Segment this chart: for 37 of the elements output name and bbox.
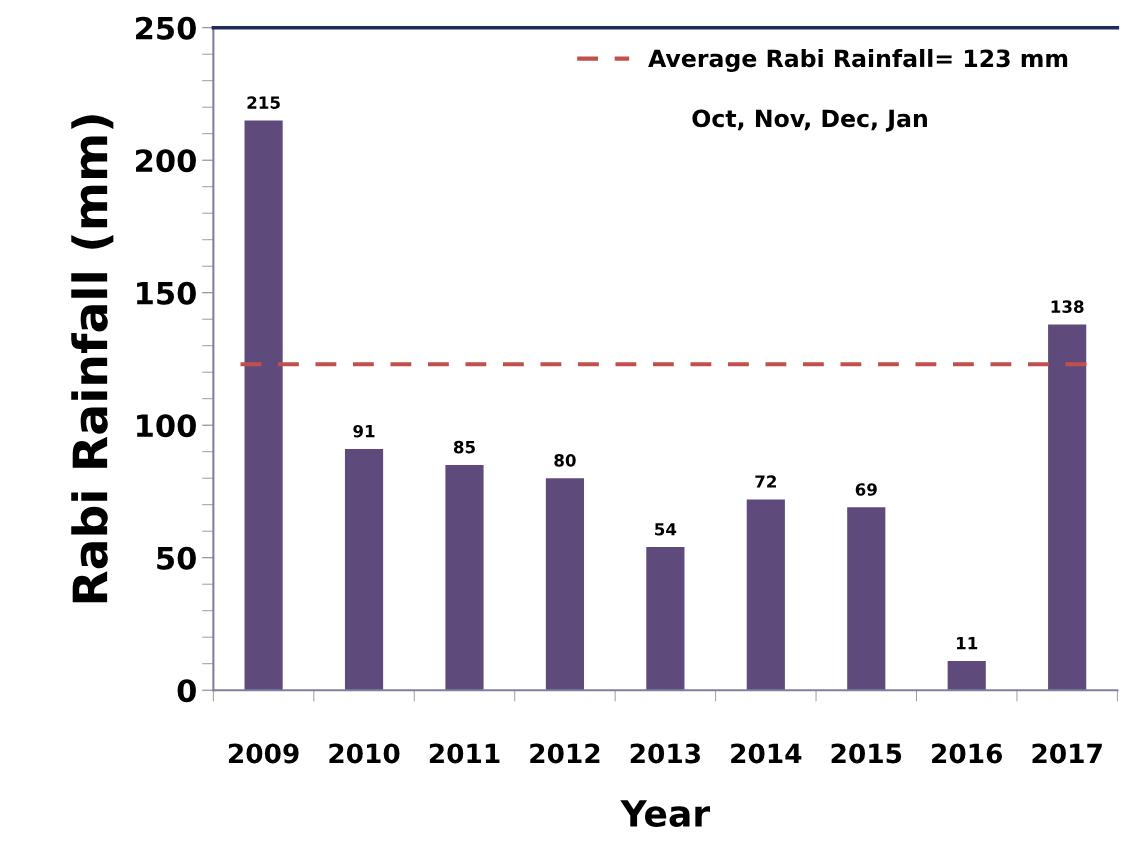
- data-label: 91: [353, 424, 375, 438]
- data-label: 54: [655, 523, 677, 536]
- bar: [646, 547, 685, 691]
- bar: [244, 120, 283, 691]
- bar: [1048, 324, 1087, 691]
- x-tick-label: 2011: [429, 743, 500, 764]
- bar: [545, 478, 585, 691]
- bar: [746, 499, 785, 691]
- y-tick-label: 250: [136, 16, 196, 40]
- annotation: Oct, Nov, Dec, Jan: [692, 109, 927, 132]
- data-label: 69: [855, 483, 877, 496]
- x-axis-title: Year: [620, 800, 711, 828]
- y-tick-label: 50: [157, 546, 196, 570]
- x-tick-label: 2010: [329, 743, 400, 764]
- data-label: 11: [957, 637, 978, 650]
- data-label: 138: [1051, 300, 1084, 313]
- x-tick-label: 2015: [831, 743, 902, 764]
- x-tick-label: 2012: [530, 743, 600, 764]
- y-tick-label: 100: [137, 414, 196, 438]
- legend-label: Average Rabi Rainfall= 123 mm: [648, 48, 1068, 72]
- y-tick-label: 150: [137, 281, 196, 305]
- x-tick-label: 2016: [932, 743, 1003, 764]
- y-tick-label: 0: [177, 679, 196, 703]
- bar: [847, 507, 886, 691]
- x-tick-label: 2017: [1032, 743, 1102, 764]
- bar: [445, 464, 484, 691]
- bar: [344, 449, 384, 691]
- x-tick-label: 2009: [228, 743, 299, 764]
- data-label: 85: [453, 440, 475, 454]
- y-tick-label: 200: [136, 149, 196, 173]
- data-label: 215: [247, 96, 280, 109]
- data-label: 72: [755, 475, 776, 488]
- x-tick-label: 2014: [731, 743, 802, 764]
- data-label: 80: [554, 454, 576, 467]
- bar: [947, 661, 986, 691]
- y-axis-title: Rabi Rainfall (mm): [71, 115, 114, 603]
- x-tick-label: 2013: [630, 743, 700, 764]
